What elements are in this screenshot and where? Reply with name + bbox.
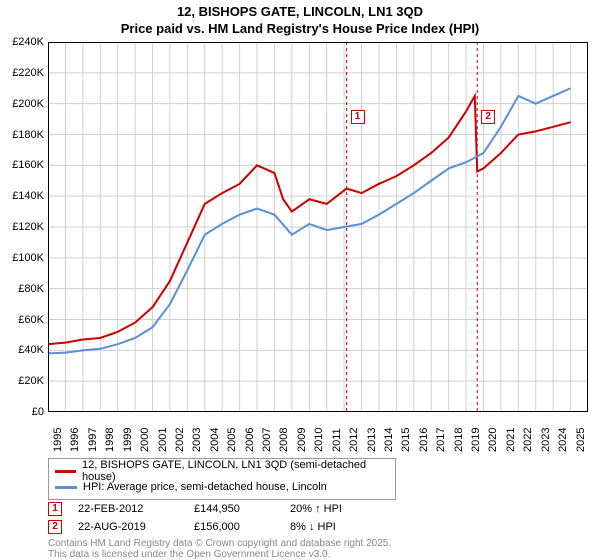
legend-item: 12, BISHOPS GATE, LINCOLN, LN1 3QD (semi… (55, 463, 389, 479)
y-tick-label: £40K (2, 344, 44, 356)
title-line1: 12, BISHOPS GATE, LINCOLN, LN1 3QD (0, 4, 600, 21)
chart-svg (48, 42, 588, 412)
sale-date: 22-FEB-2012 (78, 503, 178, 515)
x-tick-label: 1996 (69, 428, 81, 452)
y-tick-label: £180K (2, 129, 44, 141)
y-tick-label: £0 (2, 406, 44, 418)
x-tick-label: 2023 (540, 428, 552, 452)
sale-row: 2 22-AUG-2019 £156,000 8% ↓ HPI (48, 518, 390, 536)
x-tick-label: 2012 (348, 428, 360, 452)
x-tick-label: 2013 (366, 428, 378, 452)
x-tick-label: 2004 (209, 428, 221, 452)
x-tick-label: 1997 (87, 428, 99, 452)
sale-diff: 8% ↓ HPI (290, 521, 390, 533)
y-tick-label: £100K (2, 252, 44, 264)
footer-line1: Contains HM Land Registry data © Crown c… (48, 538, 588, 549)
x-tick-label: 2006 (244, 428, 256, 452)
y-tick-label: £240K (2, 36, 44, 48)
y-tick-label: £20K (2, 375, 44, 387)
y-tick-label: £140K (2, 190, 44, 202)
y-tick-label: £60K (2, 314, 44, 326)
x-tick-label: 2024 (557, 428, 569, 452)
x-tick-label: 2025 (575, 428, 587, 452)
x-tick-label: 2003 (191, 428, 203, 452)
sale-diff: 20% ↑ HPI (290, 503, 390, 515)
x-tick-label: 2011 (331, 428, 343, 452)
title-line2: Price paid vs. HM Land Registry's House … (0, 21, 600, 38)
y-tick-label: £200K (2, 98, 44, 110)
plot-marker-1: 1 (351, 110, 365, 124)
x-tick-label: 2008 (278, 428, 290, 452)
x-tick-label: 2022 (522, 428, 534, 452)
sales-table: 1 22-FEB-2012 £144,950 20% ↑ HPI 2 22-AU… (48, 500, 390, 536)
legend: 12, BISHOPS GATE, LINCOLN, LN1 3QD (semi… (48, 458, 396, 500)
x-tick-label: 2015 (400, 428, 412, 452)
sale-price: £156,000 (194, 521, 274, 533)
chart-plot-area (48, 42, 588, 412)
sale-row: 1 22-FEB-2012 £144,950 20% ↑ HPI (48, 500, 390, 518)
x-tick-label: 2021 (505, 428, 517, 452)
x-tick-label: 2016 (418, 428, 430, 452)
x-tick-label: 2005 (226, 428, 238, 452)
y-tick-label: £220K (2, 67, 44, 79)
footer-attribution: Contains HM Land Registry data © Crown c… (48, 538, 588, 560)
y-tick-label: £120K (2, 221, 44, 233)
x-tick-label: 2007 (261, 428, 273, 452)
x-tick-label: 2000 (139, 428, 151, 452)
x-tick-label: 2018 (453, 428, 465, 452)
y-tick-label: £160K (2, 159, 44, 171)
legend-swatch (55, 470, 76, 473)
x-tick-label: 1998 (104, 428, 116, 452)
footer-line2: This data is licensed under the Open Gov… (48, 549, 588, 560)
x-tick-label: 2002 (174, 428, 186, 452)
legend-label: 12, BISHOPS GATE, LINCOLN, LN1 3QD (semi… (82, 459, 389, 483)
x-tick-label: 1995 (52, 428, 64, 452)
x-tick-label: 2001 (157, 428, 169, 452)
sale-marker-icon: 1 (48, 502, 62, 516)
x-tick-label: 2010 (313, 428, 325, 452)
y-tick-label: £80K (2, 283, 44, 295)
sale-date: 22-AUG-2019 (78, 521, 178, 533)
x-tick-label: 2019 (470, 428, 482, 452)
x-tick-label: 1999 (122, 428, 134, 452)
sale-price: £144,950 (194, 503, 274, 515)
x-tick-label: 2009 (296, 428, 308, 452)
x-tick-label: 2014 (383, 428, 395, 452)
plot-marker-2: 2 (481, 110, 495, 124)
chart-title: 12, BISHOPS GATE, LINCOLN, LN1 3QD Price… (0, 0, 600, 38)
x-tick-label: 2017 (435, 428, 447, 452)
sale-marker-icon: 2 (48, 520, 62, 534)
legend-swatch (55, 486, 77, 489)
legend-label: HPI: Average price, semi-detached house,… (83, 481, 327, 493)
x-tick-label: 2020 (487, 428, 499, 452)
